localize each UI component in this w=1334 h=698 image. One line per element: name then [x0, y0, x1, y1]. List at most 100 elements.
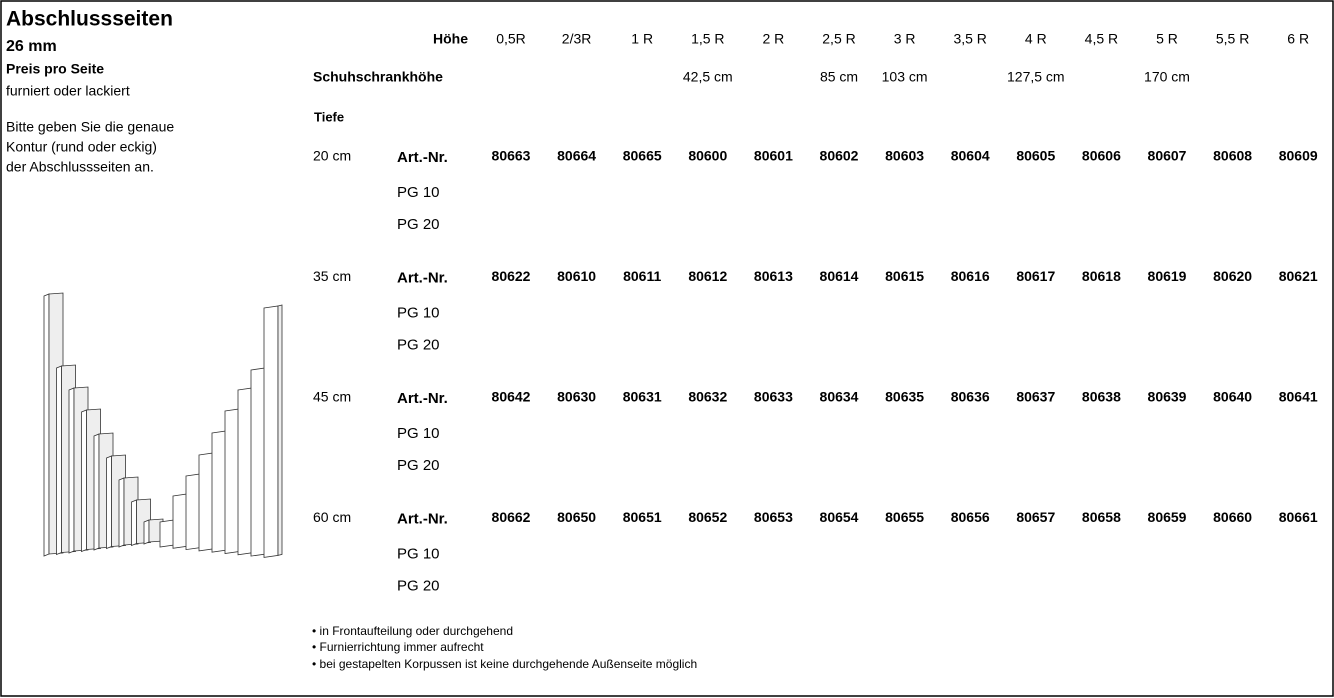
depth: 35 cm [313, 268, 351, 284]
height-header: 2 R [763, 31, 785, 47]
price-group: PG 20 [397, 457, 440, 474]
article-number: 80619 [1148, 268, 1187, 284]
article-number: 80662 [492, 509, 531, 525]
article-number: 80665 [623, 148, 662, 164]
article-number: 80613 [754, 268, 793, 284]
price-group: PG 10 [397, 545, 440, 562]
height-header: 2/3R [562, 31, 592, 47]
height-header: 2,5 R [822, 31, 855, 47]
article-number: 80609 [1279, 148, 1318, 164]
height-header: 1 R [631, 31, 653, 47]
shoe-height: 103 cm [882, 69, 928, 85]
panel-edge [277, 304, 283, 556]
panel [118, 477, 125, 548]
height-header: 5,5 R [1216, 31, 1249, 47]
article-number: 80614 [820, 268, 859, 284]
article-number: 80663 [492, 148, 531, 164]
panel [224, 408, 240, 554]
article-label: Art.-Nr. [397, 269, 448, 286]
article-number: 80635 [885, 389, 924, 405]
panel [131, 499, 137, 547]
article-number: 80631 [623, 389, 662, 405]
note-line: der Abschlussseiten an. [6, 159, 154, 175]
article-number: 80621 [1279, 268, 1318, 284]
panel-illustration [43, 292, 283, 558]
article-number: 80651 [623, 509, 662, 525]
panel [172, 493, 188, 549]
article-number: 80604 [951, 148, 990, 164]
panel [159, 519, 175, 548]
height-header: 3,5 R [953, 31, 986, 47]
note-line: Bitte geben Sie die genaue [6, 119, 174, 135]
subtitle: 26 mm [6, 38, 57, 55]
height-label: Höhe [433, 31, 468, 47]
shoe-height: 42,5 cm [683, 69, 733, 85]
panel [81, 409, 87, 553]
height-header: 6 R [1287, 31, 1309, 47]
article-number: 80616 [951, 268, 990, 284]
panel [211, 430, 227, 553]
article-number: 80650 [557, 509, 596, 525]
price-group: PG 20 [397, 577, 440, 594]
article-number: 80640 [1213, 389, 1252, 405]
shoe-height: 85 cm [820, 69, 858, 85]
depth: 45 cm [313, 389, 351, 405]
panel [198, 452, 214, 552]
article-number: 80661 [1279, 509, 1318, 525]
panel [237, 387, 253, 556]
height-header: 0,5R [496, 31, 526, 47]
height-header: 4,5 R [1085, 31, 1118, 47]
article-number: 80632 [688, 389, 727, 405]
panel [68, 387, 75, 554]
article-number: 80638 [1082, 389, 1121, 405]
article-number: 80610 [557, 268, 596, 284]
article-number: 80600 [688, 148, 727, 164]
article-number: 80602 [820, 148, 859, 164]
article-number: 80642 [492, 389, 531, 405]
title: Abschlussseiten [6, 8, 173, 31]
panel [250, 367, 266, 557]
article-number: 80611 [623, 268, 661, 284]
article-number: 80657 [1016, 509, 1055, 525]
article-number: 80605 [1016, 148, 1055, 164]
article-number: 80601 [754, 148, 793, 164]
height-header: 5 R [1156, 31, 1178, 47]
article-label: Art.-Nr. [397, 390, 448, 407]
panel [143, 519, 150, 545]
article-number: 80606 [1082, 148, 1121, 164]
shoe-height: 170 cm [1144, 69, 1190, 85]
article-number: 80612 [688, 268, 727, 284]
shoe-label: Schuhschrankhöhe [313, 69, 443, 85]
article-number: 80607 [1148, 148, 1187, 164]
article-number: 80618 [1082, 268, 1121, 284]
price-group: PG 10 [397, 425, 440, 442]
shoe-height: 127,5 cm [1007, 69, 1065, 85]
panel [185, 473, 201, 551]
height-header: 3 R [894, 31, 916, 47]
price-group: PG 10 [397, 304, 440, 321]
article-number: 80622 [492, 268, 531, 284]
panel [43, 293, 50, 557]
panel [263, 305, 279, 558]
footnote: • Furnierrichtung immer aufrecht [312, 640, 484, 654]
article-number: 80664 [557, 148, 596, 164]
footnote: • bei gestapelten Korpussen ist keine du… [312, 657, 697, 671]
article-label: Art.-Nr. [397, 149, 448, 166]
panel [56, 365, 62, 556]
height-header: 4 R [1025, 31, 1047, 47]
article-number: 80633 [754, 389, 793, 405]
article-number: 80656 [951, 509, 990, 525]
note-line: Kontur (rund oder eckig) [6, 139, 157, 155]
price-group: PG 10 [397, 184, 440, 201]
depth: 60 cm [313, 509, 351, 525]
article-number: 80659 [1148, 509, 1187, 525]
finish: furniert oder lackiert [6, 83, 130, 99]
article-number: 80634 [820, 389, 859, 405]
article-number: 80653 [754, 509, 793, 525]
article-number: 80608 [1213, 148, 1252, 164]
article-number: 80620 [1213, 268, 1252, 284]
article-label: Art.-Nr. [397, 510, 448, 527]
article-number: 80603 [885, 148, 924, 164]
price-group: PG 20 [397, 336, 440, 353]
